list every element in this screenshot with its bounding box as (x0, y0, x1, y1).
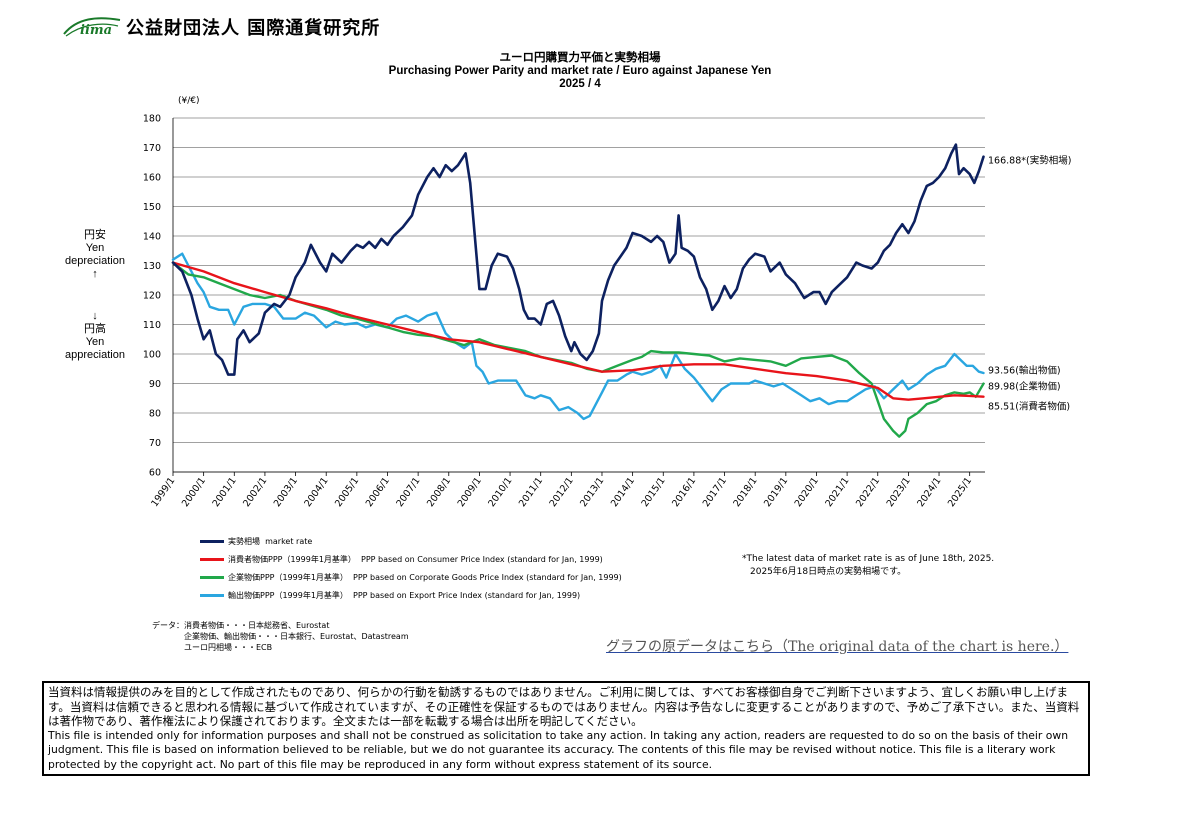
x-tick-label: 2010/1 (486, 475, 514, 509)
chart-legend: 実勢相場 market rate 消費者物価PPP（1999年1月基準） PPP… (200, 532, 622, 604)
chart-title-en: Purchasing Power Parity and market rate … (388, 65, 772, 77)
x-tick-label: 2021/1 (823, 475, 851, 509)
x-tick-label: 2006/1 (364, 475, 392, 509)
y-tick-label: 70 (149, 438, 161, 449)
chart-titles: ユーロ円購買力平価と実勢相場 Purchasing Power Parity a… (170, 52, 990, 91)
series-line-epi (171, 252, 985, 421)
depreciation-en1: Yen (85, 242, 105, 254)
latest-data-note: *The latest data of market rate is as of… (742, 553, 994, 579)
disclaimer-box: 当資料は情報提供のみを目的として作成されたものであり、何らかの行動を勧誘するもの… (42, 681, 1090, 776)
x-tick-label: 2000/1 (180, 475, 208, 509)
legend-label-epi-en: PPP based on Export Price Index (standar… (353, 590, 581, 600)
y-axis-unit: (¥/€) (178, 96, 200, 106)
x-tick-label: 2023/1 (885, 475, 913, 509)
disclaimer-en: This file is intended only for informati… (48, 728, 1069, 771)
y-tick-label: 130 (143, 261, 161, 272)
depreciation-en2: depreciation (65, 255, 125, 267)
x-tick-label: 2013/1 (578, 475, 606, 509)
depreciation-ja: 円安 (84, 229, 106, 241)
x-tick-label: 1999/1 (149, 475, 177, 509)
series-line-market (171, 143, 985, 376)
x-tick-label: 2015/1 (640, 475, 668, 509)
end-label-cgpi: 89.98(企業物価) (988, 381, 1061, 393)
end-label-market: 166.88*(実勢相場) (988, 155, 1071, 167)
appreciation-ja: 円高 (84, 323, 106, 335)
x-tick-label: 2011/1 (517, 475, 545, 509)
x-tick-label: 2003/1 (272, 475, 300, 509)
note-line-ja: 2025年6月18日時点の実勢相場です。 (750, 567, 907, 577)
legend-item-cpi: 消費者物価PPP（1999年1月基準） PPP based on Consume… (200, 550, 622, 568)
legend-label-market-en: market rate (265, 536, 313, 546)
end-label-cpi: 85.51(消費者物価) (988, 401, 1070, 413)
legend-label-market-ja: 実勢相場 (228, 536, 260, 546)
x-tick-label: 2001/1 (211, 475, 239, 509)
x-tick-label: 2008/1 (425, 475, 453, 509)
legend-swatch-cpi (200, 557, 224, 561)
down-arrow-icon: ↓ (92, 310, 98, 322)
y-tick-label: 120 (143, 291, 161, 302)
svg-text:iima: iima (80, 23, 112, 38)
y-tick-label: 180 (143, 114, 161, 125)
source-line-2: 企業物価、輸出物価・・・日本銀行、Eurostat、Datastream (184, 632, 409, 641)
iima-logo: iima (63, 17, 121, 38)
source-line-3: ユーロ円相場・・・ECB (184, 643, 273, 652)
y-tick-label: 90 (149, 379, 161, 390)
x-tick-label: 2005/1 (333, 475, 361, 509)
appreciation-en2: appreciation (65, 349, 125, 361)
x-tick-label: 2009/1 (456, 475, 484, 509)
appreciation-en1: Yen (85, 336, 105, 348)
legend-swatch-epi (200, 593, 224, 597)
series-line-cgpi (171, 261, 985, 438)
yen-appreciation-label: ↓ 円高 Yen appreciation (58, 310, 132, 362)
disclaimer-ja: 当資料は情報提供のみを目的として作成されたものであり、何らかの行動を勧誘するもの… (48, 685, 1080, 728)
x-tick-label: 2002/1 (241, 475, 269, 509)
org-header: iima 公益財団法人 国際通貨研究所 (62, 12, 380, 42)
note-line-en: *The latest data of market rate is as of… (742, 554, 995, 564)
legend-item-market: 実勢相場 market rate (200, 532, 622, 550)
y-tick-label: 140 (143, 232, 161, 243)
x-tick-label: 2019/1 (762, 475, 790, 509)
x-tick-label: 2024/1 (915, 475, 943, 509)
legend-label-cgpi-en: PPP based on Corporate Goods Price Index… (353, 572, 622, 582)
x-tick-label: 2004/1 (302, 475, 330, 509)
y-tick-label: 100 (143, 350, 161, 361)
x-tick-label: 2022/1 (854, 475, 882, 509)
legend-swatch-market (200, 539, 224, 543)
up-arrow-icon: ↑ (92, 268, 98, 280)
legend-item-epi: 輸出物価PPP（1999年1月基準） PPP based on Export P… (200, 586, 622, 604)
x-tick-label: 2025/1 (946, 475, 974, 509)
chart-title-ja: ユーロ円購買力平価と実勢相場 (499, 52, 661, 64)
y-tick-label: 60 (149, 468, 161, 479)
y-tick-label: 80 (149, 409, 161, 420)
x-tick-label: 2012/1 (548, 475, 576, 509)
y-tick-label: 150 (143, 202, 161, 213)
org-name: 公益財団法人 国際通貨研究所 (126, 18, 381, 39)
ppp-line-chart: 60 70 80 90 100 110 120 130 140 150 160 170 180 1999/… (143, 114, 1072, 510)
yen-depreciation-label: 円安 Yen depreciation ↑ (58, 229, 132, 281)
x-tick-label: 2016/1 (670, 475, 698, 509)
legend-label-cpi-en: PPP based on Consumer Price Index (stand… (361, 554, 603, 564)
y-tick-label: 160 (143, 173, 161, 184)
legend-swatch-cgpi (200, 575, 224, 579)
original-data-link[interactable]: グラフの原データはこちら（The original data of the ch… (606, 639, 1069, 655)
x-tick-label: 2018/1 (731, 475, 759, 509)
x-tick-label: 2020/1 (793, 475, 821, 509)
legend-label-epi-ja: 輸出物価PPP（1999年1月基準） (228, 590, 348, 600)
source-line-1: データ：消費者物価・・・日本総務省、Eurostat (152, 621, 330, 630)
x-tick-label: 2014/1 (609, 475, 637, 509)
series-line-cpi (171, 261, 985, 401)
data-sources: データ：消費者物価・・・日本総務省、Eurostat 企業物価、輸出物価・・・日… (152, 620, 409, 653)
x-tick-label: 2017/1 (701, 475, 729, 509)
x-tick-label: 2007/1 (394, 475, 422, 509)
y-tick-label: 110 (143, 320, 161, 331)
legend-label-cpi-ja: 消費者物価PPP（1999年1月基準） (228, 554, 356, 564)
legend-item-cgpi: 企業物価PPP（1999年1月基準） PPP based on Corporat… (200, 568, 622, 586)
end-label-epi: 93.56(輸出物価) (988, 365, 1061, 377)
chart-date: 2025 / 4 (559, 78, 601, 90)
legend-label-cgpi-ja: 企業物価PPP（1999年1月基準） (228, 572, 348, 582)
y-tick-label: 170 (143, 143, 161, 154)
